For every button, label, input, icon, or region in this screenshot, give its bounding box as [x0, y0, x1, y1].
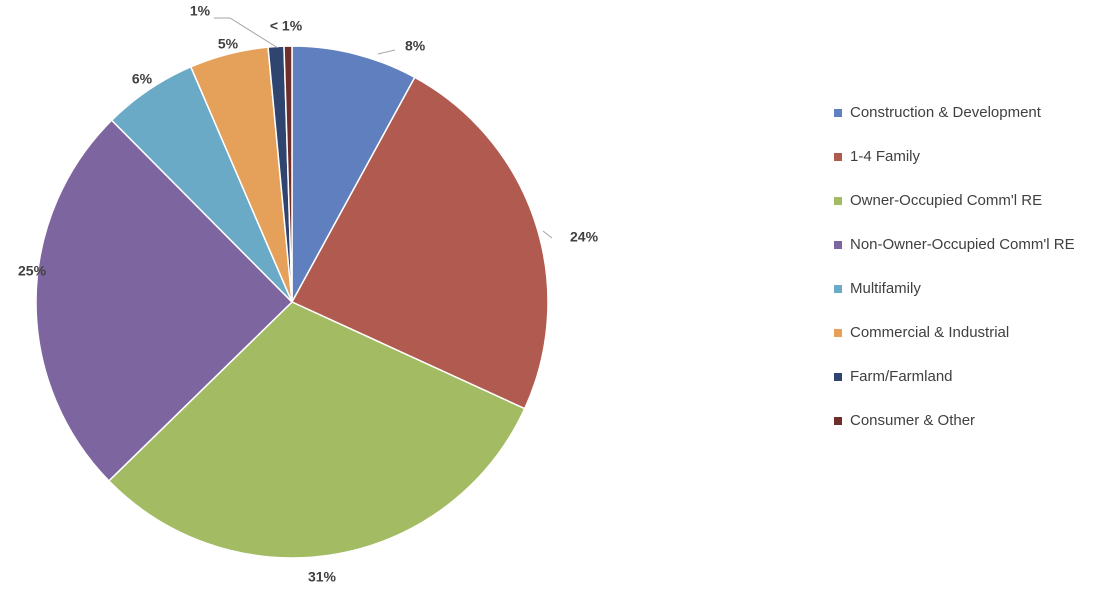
pie-slice — [291, 45, 416, 303]
data-label: 25% — [18, 263, 47, 279]
legend-label: Owner-Occupied Comm'l RE — [850, 192, 1042, 209]
pie-slice — [107, 301, 526, 559]
pie-slice — [283, 45, 293, 303]
leader-line — [377, 49, 396, 55]
legend-label: Consumer & Other — [850, 412, 975, 429]
leader-line — [214, 17, 279, 49]
leader-line — [542, 230, 553, 239]
legend-label: Multifamily — [850, 280, 921, 297]
legend-label: Farm/Farmland — [850, 368, 953, 385]
legend-label: Construction & Development — [850, 104, 1042, 121]
pie-slice — [290, 76, 549, 410]
legend-swatch — [834, 417, 842, 425]
data-label: < 1% — [270, 18, 303, 34]
legend-swatch — [834, 285, 842, 293]
data-label: 24% — [570, 229, 599, 245]
data-label: 6% — [132, 71, 153, 87]
legend-label: Commercial & Industrial — [850, 324, 1009, 341]
data-label: 31% — [308, 569, 337, 585]
data-label: 8% — [405, 38, 426, 54]
legend-label: Non-Owner-Occupied Comm'l RE — [850, 236, 1075, 253]
legend-swatch — [834, 373, 842, 381]
legend-swatch — [834, 329, 842, 337]
data-label: 1% — [190, 3, 211, 19]
legend-swatch — [834, 153, 842, 161]
legend-swatch — [834, 109, 842, 117]
legend-swatch — [834, 241, 842, 249]
data-label: 5% — [218, 36, 239, 52]
legend-swatch — [834, 197, 842, 205]
legend-label: 1-4 Family — [850, 148, 921, 165]
pie-slice — [35, 119, 294, 482]
